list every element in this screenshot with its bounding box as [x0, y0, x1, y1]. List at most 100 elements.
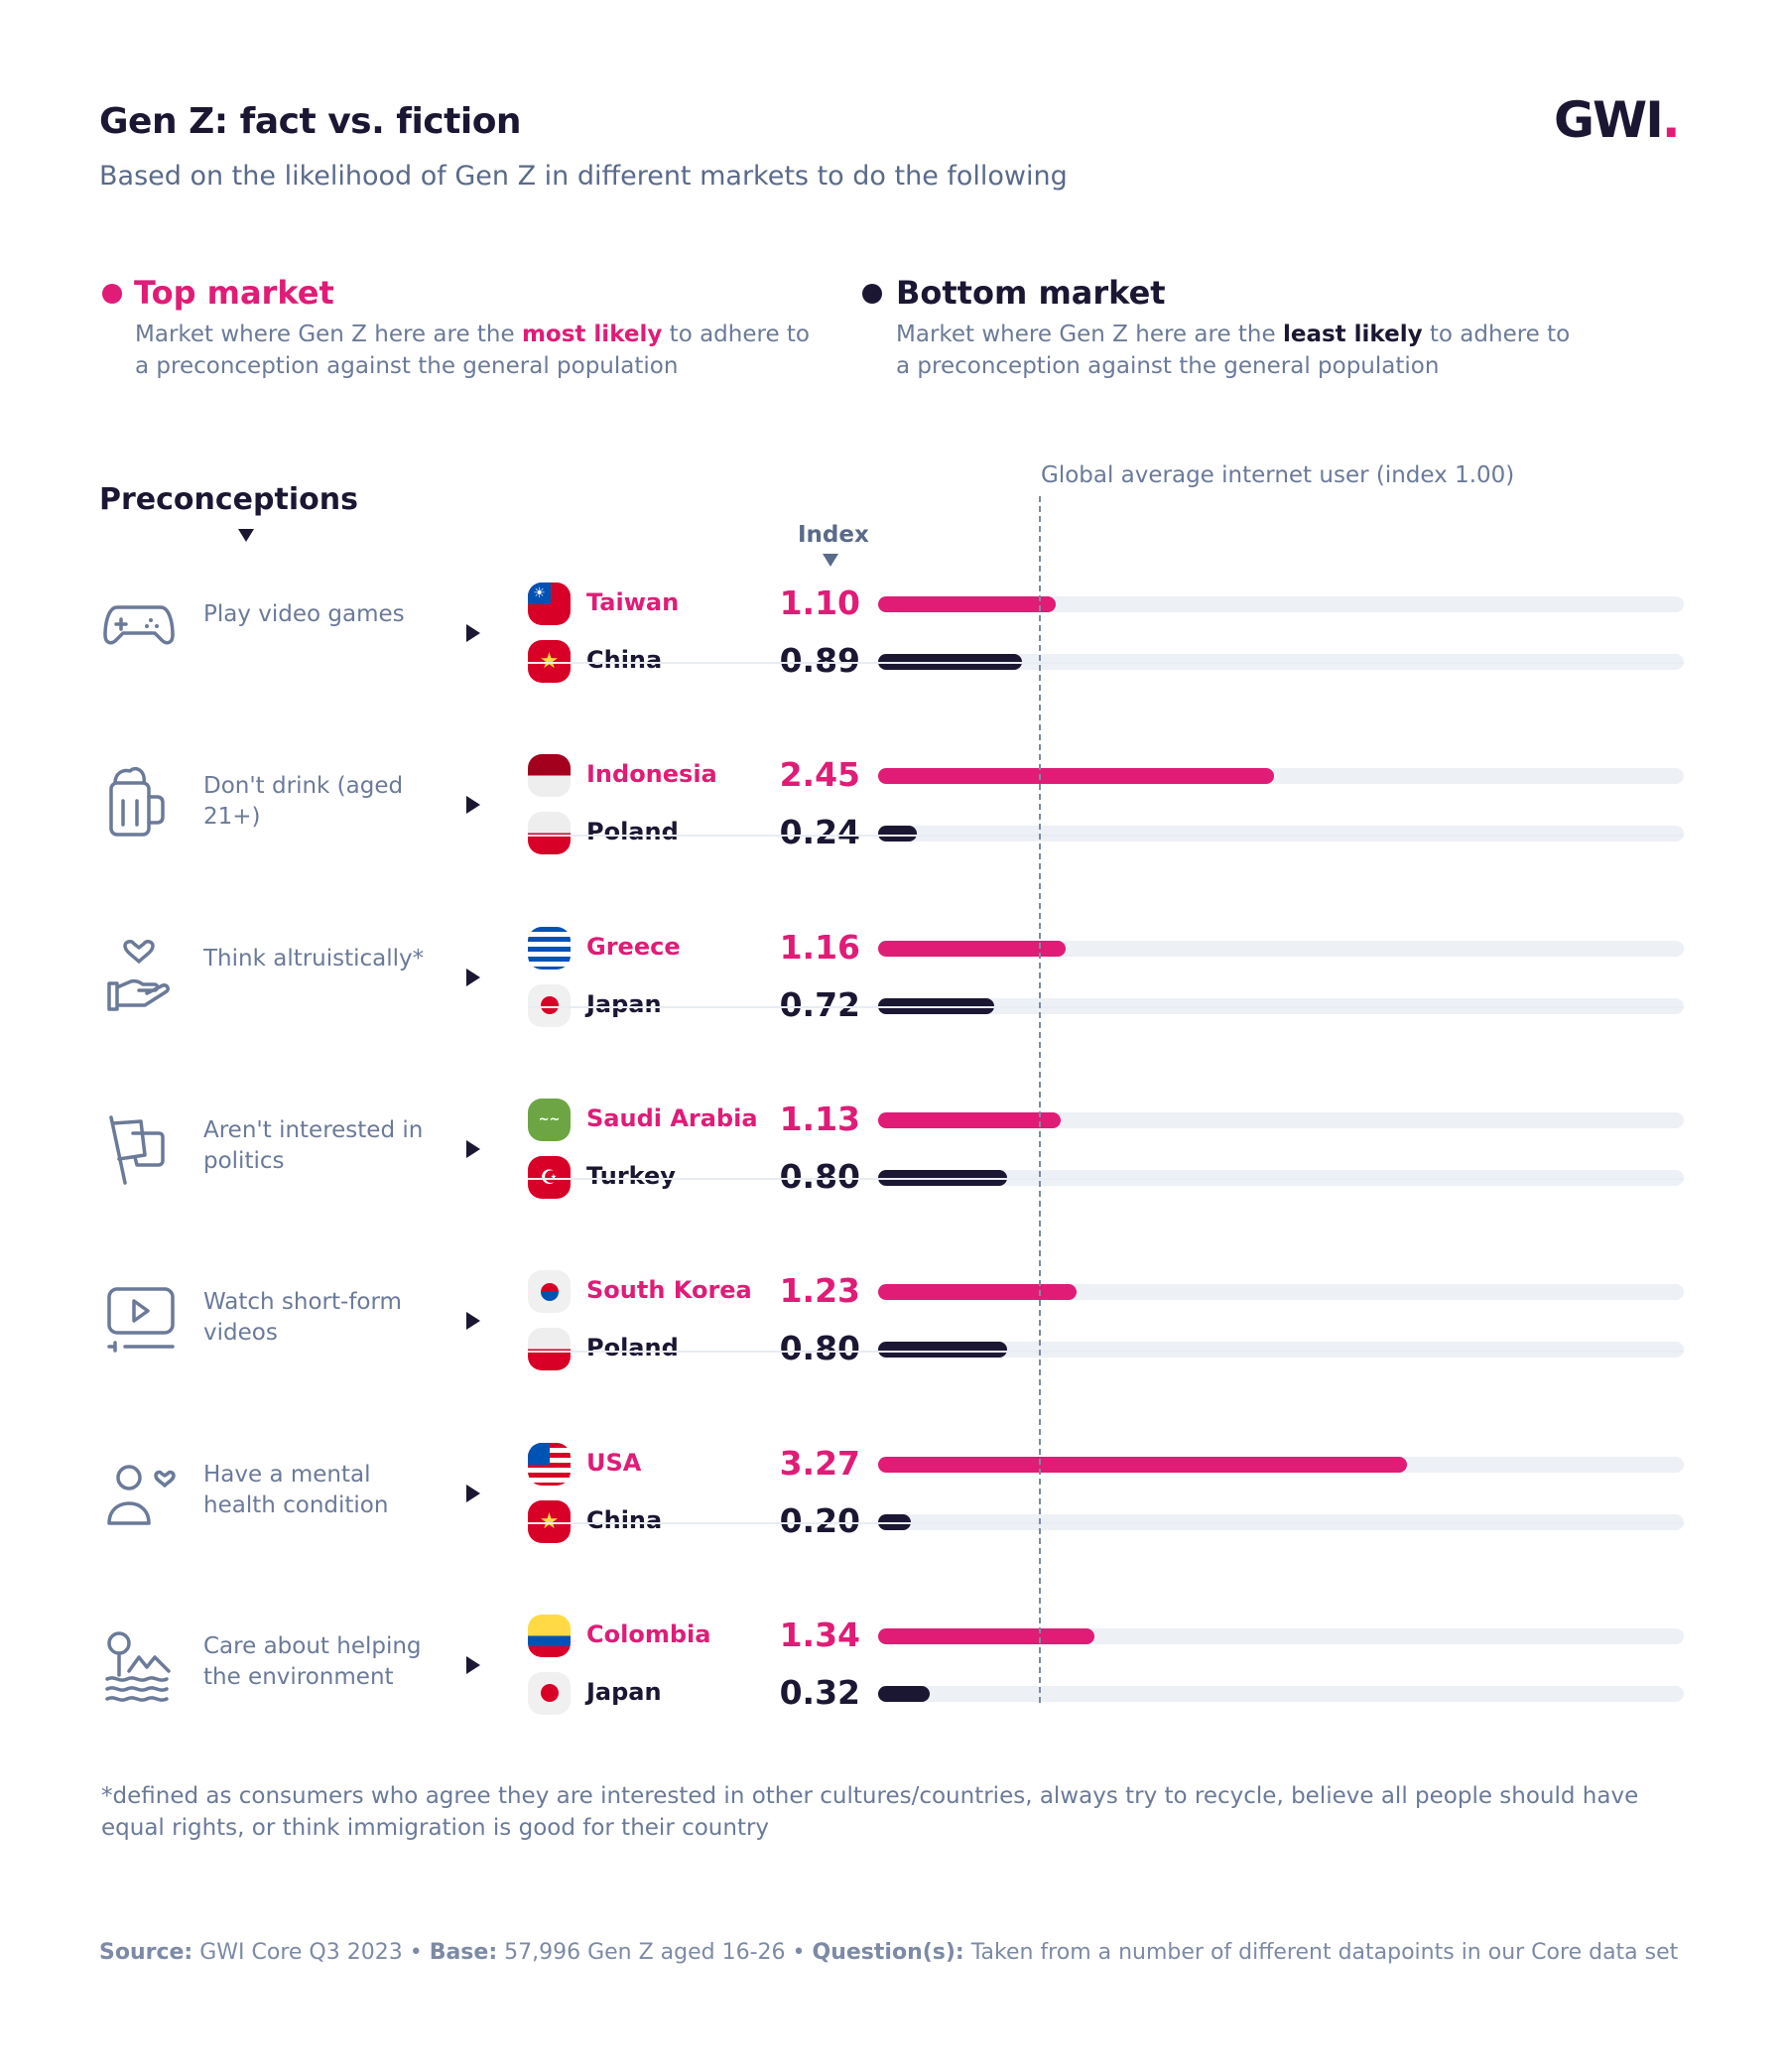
turkey-flag-icon: ☪	[528, 1155, 571, 1199]
bar-track	[878, 1169, 1684, 1186]
preconception-label: Watch short-form videos	[203, 1289, 402, 1347]
top-market-country: Saudi Arabia	[586, 1103, 758, 1132]
bottom-market-bar	[878, 826, 918, 842]
top-market-bar	[878, 768, 1275, 785]
top-market-bar	[878, 1456, 1407, 1473]
arrow-right-icon	[466, 1139, 480, 1158]
top-market-country: USA	[586, 1448, 642, 1477]
top-market-country: Indonesia	[586, 760, 717, 789]
top-market-country: Colombia	[586, 1619, 711, 1648]
bottom-market-bar	[878, 1342, 1008, 1359]
top-market-dot	[102, 284, 122, 304]
top-market-country: Greece	[586, 932, 681, 961]
flag-icon	[109, 1115, 165, 1185]
video-play-icon	[107, 1287, 175, 1353]
bottom-market-description: Market where Gen Z here are the least li…	[896, 322, 1571, 379]
bottom-market-country: China	[586, 646, 663, 674]
bottom-market-value: 0.24	[779, 813, 860, 852]
top-market-description: Market where Gen Z here are the most lik…	[135, 322, 810, 379]
bottom-market-country: Japan	[586, 1677, 662, 1706]
top-market-country: South Korea	[586, 1276, 752, 1305]
greece-flag-icon	[528, 926, 571, 970]
top-market-value: 1.23	[779, 1271, 860, 1311]
gwi-logo: GWI.	[1554, 91, 1681, 149]
japan-flag-icon	[528, 983, 571, 1027]
bottom-market-country: Poland	[586, 1334, 679, 1362]
preconception-label: Think altruistically*	[203, 945, 425, 971]
bar-track	[878, 1513, 1684, 1530]
top-market-bar	[878, 596, 1057, 612]
hand-heart-icon	[107, 939, 170, 1011]
south-korea-flag-icon	[528, 1270, 571, 1314]
japan-flag-icon	[528, 1671, 571, 1715]
preconception-label: Aren't interested in politics	[203, 1116, 424, 1174]
top-market-bar	[878, 1284, 1078, 1301]
bottom-market-value: 0.89	[779, 641, 860, 680]
preconception-label: Have a mental health condition	[203, 1461, 389, 1518]
preconception-label: Don't drink (aged 21+)	[203, 773, 404, 831]
arrow-right-icon	[466, 968, 480, 986]
bottom-market-value: 0.72	[779, 984, 860, 1024]
bar-track	[878, 1284, 1684, 1301]
top-market-value: 1.16	[779, 927, 860, 967]
bottom-market-country: Turkey	[586, 1161, 676, 1190]
gamepad-icon	[103, 605, 175, 645]
row-divider	[528, 835, 1684, 837]
row-divider	[528, 662, 1684, 664]
arrow-right-icon	[466, 1484, 480, 1502]
taiwan-flag-icon: ☀	[528, 583, 571, 625]
reference-line	[1039, 496, 1041, 1703]
indonesia-flag-icon	[528, 754, 571, 798]
bar-track	[878, 997, 1684, 1014]
bottom-market-country: China	[586, 1505, 663, 1534]
top-market-value: 1.10	[779, 583, 860, 622]
bottom-market-bar	[878, 997, 995, 1014]
row-divider	[528, 1522, 1684, 1524]
top-market-value: 2.45	[779, 755, 860, 795]
arrow-right-icon	[466, 624, 480, 642]
triangle-down-icon	[823, 554, 838, 567]
bottom-market-value: 0.20	[779, 1500, 860, 1540]
page-title: Gen Z: fact vs. fiction	[99, 101, 522, 142]
bar-track	[878, 826, 1684, 842]
bottom-market-value: 0.80	[779, 1329, 860, 1368]
arrow-right-icon	[466, 1312, 480, 1331]
bottom-market-bar	[878, 1513, 911, 1530]
row-divider	[528, 1006, 1684, 1008]
china-flag-icon: ★	[528, 1499, 571, 1543]
bar-track	[878, 940, 1684, 957]
page-subtitle: Based on the likelihood of Gen Z in diff…	[99, 161, 1068, 192]
tree-water-icon	[105, 1631, 171, 1702]
top-market-bar	[878, 940, 1067, 957]
bottom-market-value: 0.80	[779, 1156, 860, 1196]
china-flag-icon: ★	[528, 640, 571, 683]
preconceptions-heading: Preconceptions	[99, 482, 358, 517]
bottom-market-value: 0.32	[779, 1672, 860, 1712]
top-market-value: 1.34	[779, 1615, 860, 1654]
poland-flag-icon	[528, 1328, 571, 1371]
person-heart-icon	[107, 1464, 176, 1525]
index-header: Index	[798, 522, 869, 548]
bottom-market-country: Poland	[586, 818, 679, 846]
poland-flag-icon	[528, 812, 571, 855]
bottom-market-heading: Bottom market	[896, 274, 1166, 312]
saudi-arabia-flag-icon: ~~	[528, 1098, 571, 1141]
row-divider	[528, 1178, 1684, 1180]
usa-flag-icon	[528, 1442, 571, 1486]
colombia-flag-icon	[528, 1614, 571, 1657]
footnote: *defined as consumers who agree they are…	[101, 1783, 1639, 1841]
row-divider	[528, 1351, 1684, 1353]
top-market-bar	[878, 1627, 1095, 1644]
bar-track	[878, 1342, 1684, 1359]
preconception-label: Play video games	[203, 601, 405, 627]
top-market-bar	[878, 1111, 1062, 1128]
top-market-heading: Top market	[134, 274, 334, 312]
bar-track	[878, 1685, 1684, 1702]
beer-mug-icon	[109, 767, 165, 838]
top-market-value: 1.13	[779, 1099, 860, 1138]
bottom-market-country: Japan	[586, 989, 662, 1018]
bottom-market-dot	[862, 284, 882, 304]
bar-track	[878, 596, 1684, 612]
reference-line-label: Global average internet user (index 1.00…	[1041, 462, 1515, 488]
arrow-right-icon	[466, 796, 480, 815]
